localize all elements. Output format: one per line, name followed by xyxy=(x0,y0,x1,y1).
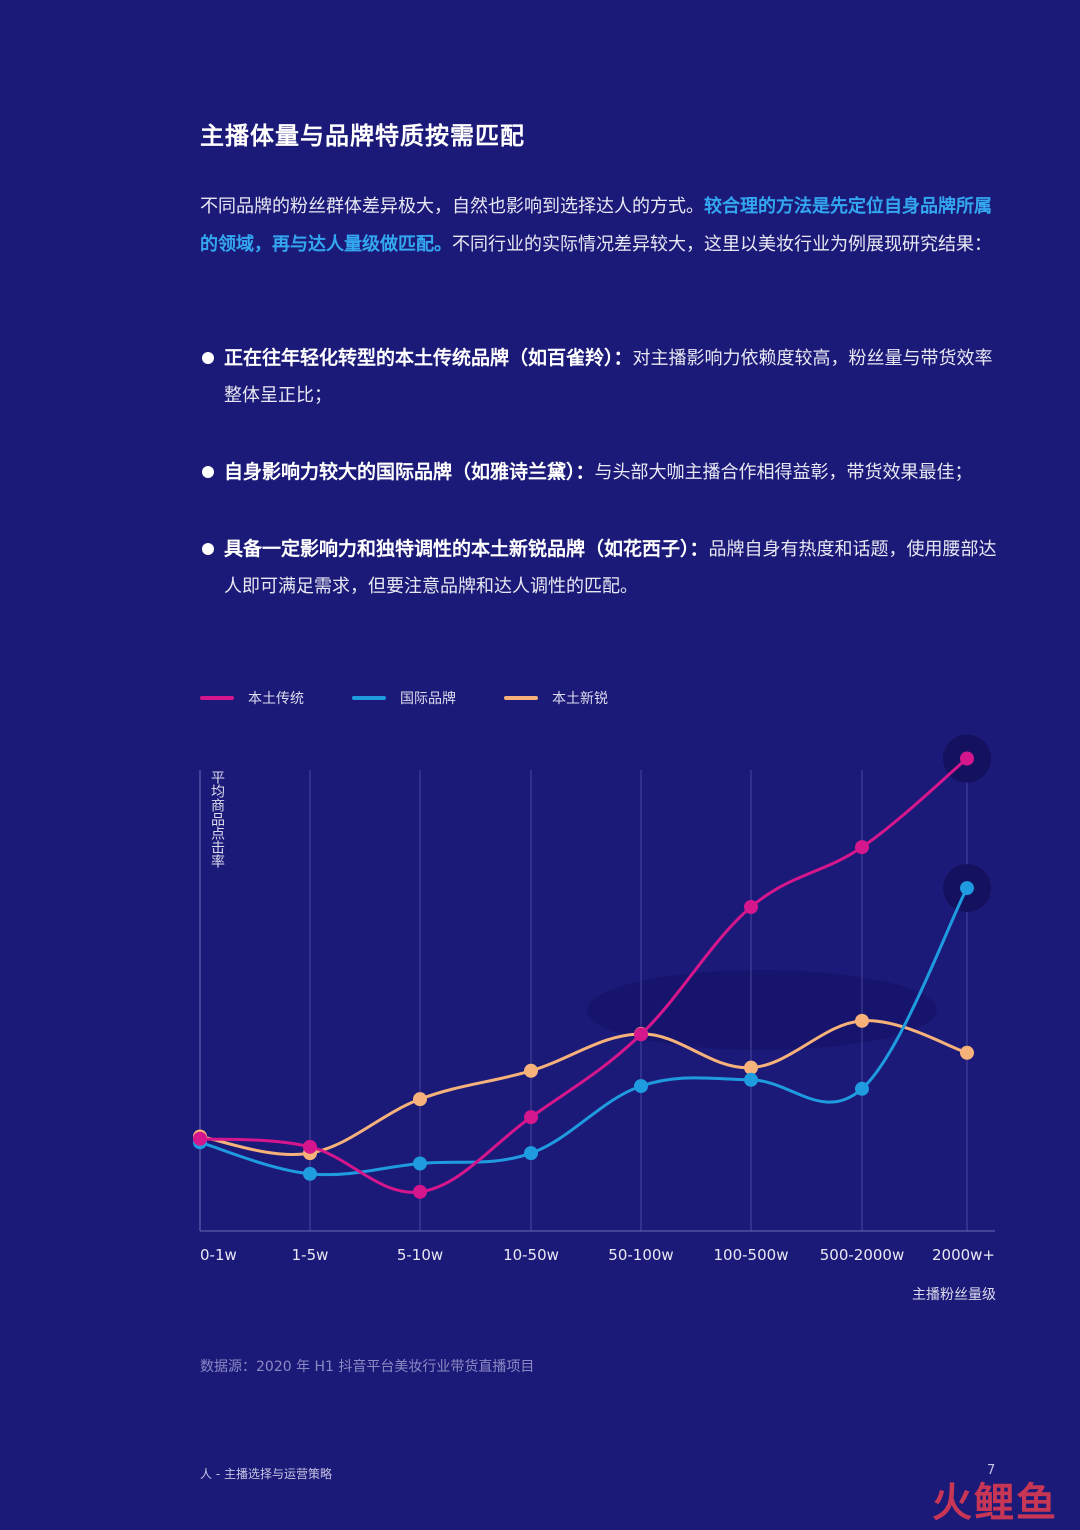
bullet-lead: 具备一定影响力和独特调性的本土新锐品牌（如花西子）： xyxy=(224,538,709,560)
x-tick-label: 10-50w xyxy=(503,1246,559,1264)
page-heading: 主播体量与品牌特质按需匹配 xyxy=(200,122,525,150)
data-point xyxy=(744,1072,758,1087)
series-line xyxy=(198,757,969,1194)
data-point xyxy=(855,1081,869,1096)
legend-item: 国际品牌 xyxy=(352,688,456,708)
series-line xyxy=(198,1019,969,1156)
bullet-text: 品牌自身有热度和话题，使用腰部达人即可满足需求，但要注意品牌和达人调性的匹配。 xyxy=(224,539,997,597)
data-point xyxy=(413,1156,427,1171)
data-point xyxy=(634,1027,648,1042)
data-point xyxy=(960,751,974,766)
watermark-logo: 火鲤鱼 xyxy=(932,1480,1058,1526)
data-point xyxy=(524,1063,538,1078)
bullet-lead: 自身影响力较大的国际品牌（如雅诗兰黛）： xyxy=(224,461,595,483)
data-point xyxy=(744,900,758,914)
legend-label: 本土新锐 xyxy=(552,691,608,707)
x-tick-label: 500-2000w xyxy=(820,1246,905,1264)
data-point xyxy=(855,1013,869,1028)
data-point xyxy=(303,1139,317,1154)
bullet-dot-icon xyxy=(202,466,214,478)
bullet-dot-icon xyxy=(202,352,214,364)
intro-text-2: 不同行业的实际情况差异较大，这里以美妆行业为例展现研究结果： xyxy=(452,234,992,255)
x-tick-label: 0-1w xyxy=(200,1246,237,1264)
chart-legend: 本土传统 国际品牌 本土新锐 xyxy=(200,688,656,708)
page-number: 7 xyxy=(987,1463,996,1478)
footer-section-title: 人 - 主播选择与运营策略 xyxy=(200,1467,332,1481)
x-axis-title: 主播粉丝量级 xyxy=(912,1287,996,1303)
data-point xyxy=(960,881,974,896)
data-source-note: 数据源：2020 年 H1 抖音平台美妆行业带货直播项目 xyxy=(200,1359,535,1375)
bullet-dot-icon xyxy=(202,543,214,555)
y-axis-label: 平均商品点击率 xyxy=(209,770,225,868)
x-tick-label: 2000w+ xyxy=(932,1246,995,1264)
legend-swatch-icon xyxy=(352,696,386,700)
data-point xyxy=(524,1110,538,1125)
x-tick-label: 1-5w xyxy=(292,1246,329,1264)
data-point xyxy=(855,840,869,855)
highlight-area xyxy=(587,970,937,1050)
data-point xyxy=(413,1092,427,1107)
intro-text-1: 不同品牌的粉丝群体差异极大，自然也影响到选择达人的方式。 xyxy=(200,196,704,217)
list-item: 自身影响力较大的国际品牌（如雅诗兰黛）：与头部大咖主播合作相得益彰，带货效果最佳… xyxy=(200,454,1000,491)
legend-label: 本土传统 xyxy=(248,691,304,707)
data-point xyxy=(524,1146,538,1161)
list-item: 具备一定影响力和独特调性的本土新锐品牌（如花西子）：品牌自身有热度和话题，使用腰… xyxy=(200,531,1000,605)
x-tick-label: 5-10w xyxy=(397,1246,443,1264)
legend-item: 本土新锐 xyxy=(504,688,608,708)
intro-paragraph: 不同品牌的粉丝群体差异极大，自然也影响到选择达人的方式。较合理的方法是先定位自身… xyxy=(200,188,1000,264)
intro-highlight: 较合理的方法是先定位自身品牌所属的领域，再与达人量级做匹配。 xyxy=(200,196,992,255)
data-point xyxy=(634,1079,648,1094)
bullet-text: 与头部大咖主播合作相得益彰，带货效果最佳； xyxy=(594,462,973,483)
legend-swatch-icon xyxy=(200,696,234,700)
data-point xyxy=(960,1045,974,1060)
data-point xyxy=(744,1060,758,1075)
data-point xyxy=(413,1184,427,1199)
legend-label: 国际品牌 xyxy=(400,691,456,707)
legend-item: 本土传统 xyxy=(200,688,304,708)
bullet-text: 对主播影响力依赖度较高，粉丝量与带货效率整体呈正比； xyxy=(224,348,993,406)
brand-type-list: 正在往年轻化转型的本土传统品牌（如百雀羚）：对主播影响力依赖度较高，粉丝量与带货… xyxy=(200,340,1000,645)
x-tick-label: 100-500w xyxy=(714,1246,789,1264)
data-point xyxy=(303,1166,317,1181)
data-point xyxy=(193,1131,207,1146)
legend-swatch-icon xyxy=(504,696,538,700)
bullet-lead: 正在往年轻化转型的本土传统品牌（如百雀羚）： xyxy=(224,347,633,369)
list-item: 正在往年轻化转型的本土传统品牌（如百雀羚）：对主播影响力依赖度较高，粉丝量与带货… xyxy=(200,340,1000,414)
x-tick-label: 50-100w xyxy=(608,1246,673,1264)
